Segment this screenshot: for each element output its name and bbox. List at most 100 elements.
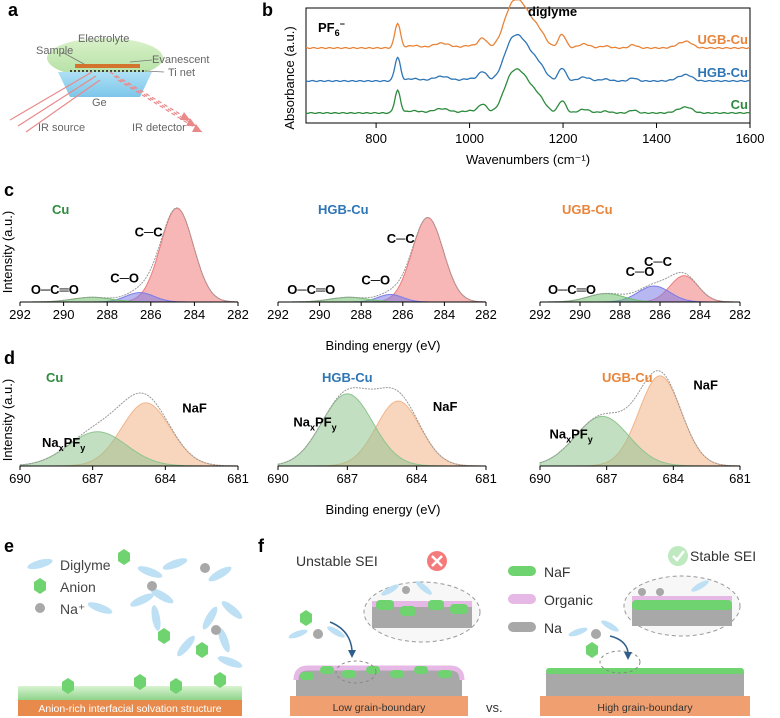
tick-282: 282 bbox=[475, 307, 497, 322]
c1s-subplot-hgb: 292 290 288 286 284 282 HGB-Cu C─C C─O O─C═O bbox=[267, 202, 497, 322]
solvation-caption: Anion-rich interfacial solvation structu… bbox=[38, 703, 221, 715]
ftir-plot-frame bbox=[305, 7, 751, 124]
panel-e-solvation: Anion-rich interfacial solvation structu… bbox=[18, 549, 243, 716]
ftir-tick-1400: 1400 bbox=[642, 131, 671, 146]
tick-286: 286 bbox=[140, 307, 162, 322]
xps-f1s: Intensity (a.u.) 690 687 684 681 Cu NaF NaxPFy… bbox=[0, 370, 751, 517]
c-ylabel: Intensity (a.u.) bbox=[0, 211, 15, 293]
ftir-tick-1000: 1000 bbox=[455, 131, 484, 146]
subplot-title: Cu bbox=[52, 202, 69, 217]
subplot-title: HGB-Cu bbox=[322, 370, 373, 385]
tick-290: 290 bbox=[53, 307, 75, 322]
panel-label-f: f bbox=[258, 536, 265, 556]
tick-286: 286 bbox=[392, 307, 414, 322]
tick-687: 687 bbox=[336, 471, 358, 486]
tick-282: 282 bbox=[729, 307, 751, 322]
tick-290: 290 bbox=[569, 307, 591, 322]
label-naxpfy: NaxPFy bbox=[549, 427, 592, 445]
ge-crystal bbox=[58, 72, 152, 97]
label-co: C─O bbox=[626, 264, 655, 279]
c-xlabel: Binding energy (eV) bbox=[326, 338, 441, 353]
ftir-tick-800: 800 bbox=[365, 131, 387, 146]
ftir-diglyme-annotation: diglyme bbox=[528, 4, 577, 19]
ftir-chart: Absorbance (a.u.) 800 1000 1200 1400 1600 PF… bbox=[282, 0, 764, 167]
xps-c1s: Intensity (a.u.) 292 290 288 286 284 282 Cu C─C… bbox=[0, 202, 751, 353]
label-ge: Ge bbox=[92, 97, 107, 109]
label-electrolyte: Electrolyte bbox=[78, 33, 129, 45]
low-grain-label: Low grain-boundary bbox=[333, 702, 427, 714]
legend-naf: NaF bbox=[508, 564, 570, 580]
label-naf: NaF bbox=[182, 400, 207, 415]
label-co: C─O bbox=[110, 271, 139, 286]
svg-text:Diglyme: Diglyme bbox=[60, 557, 111, 573]
panel-label-c: c bbox=[4, 180, 14, 200]
c1s-subplot-ugb: 292 290 288 286 284 282 UGB-Cu C─CC─O O─C═O bbox=[529, 202, 751, 322]
ftir-tick-1200: 1200 bbox=[549, 131, 578, 146]
substrate-bar bbox=[18, 700, 242, 716]
label-naxpfy: NaxPFy bbox=[42, 435, 85, 453]
label-oco: O─C═O bbox=[287, 282, 335, 297]
label-oco: O─C═O bbox=[31, 282, 79, 297]
tick-681: 681 bbox=[729, 471, 751, 486]
fit-envelope bbox=[20, 207, 237, 303]
high-grain-label: High grain-boundary bbox=[597, 702, 693, 714]
panel-label-d: d bbox=[4, 348, 15, 368]
svg-text:Na⁺: Na⁺ bbox=[60, 601, 85, 617]
tick-288: 288 bbox=[350, 307, 372, 322]
tick-284: 284 bbox=[434, 307, 456, 322]
tick-290: 290 bbox=[309, 307, 331, 322]
subplot-title: Cu bbox=[46, 370, 63, 385]
legend-anion: Anion bbox=[34, 578, 96, 595]
tick-687: 687 bbox=[596, 471, 618, 486]
solvent-molecules bbox=[87, 558, 243, 668]
tick-292: 292 bbox=[9, 307, 31, 322]
tick-684: 684 bbox=[662, 471, 684, 486]
label-naf: NaF bbox=[693, 377, 718, 392]
tick-292: 292 bbox=[529, 307, 551, 322]
tick-690: 690 bbox=[529, 471, 551, 486]
f1s-subplot-cu: 690 687 684 681 Cu NaF NaxPFy bbox=[9, 370, 249, 486]
svg-text:Organic: Organic bbox=[544, 592, 593, 608]
legend-cu: Cu bbox=[731, 97, 748, 112]
panel-label-b: b bbox=[262, 0, 273, 20]
legend-na-metal: Na bbox=[508, 620, 562, 636]
tick-286: 286 bbox=[649, 307, 671, 322]
panel-label-e: e bbox=[4, 536, 14, 556]
panel-a-schematic: Electrolyte Sample Evanescent Ti net Ge … bbox=[9, 33, 209, 134]
cross-icon bbox=[427, 551, 447, 571]
legend-diglyme: Diglyme bbox=[27, 557, 111, 573]
tick-681: 681 bbox=[227, 471, 249, 486]
check-icon bbox=[668, 546, 688, 566]
label-naf: NaF bbox=[433, 399, 458, 414]
legend-na: Na⁺ bbox=[35, 601, 85, 617]
anions bbox=[62, 549, 226, 694]
series-line-cu bbox=[305, 68, 751, 115]
unstable-sei-label: Unstable SEI bbox=[296, 553, 378, 569]
tick-292: 292 bbox=[267, 307, 289, 322]
label-oco: O─C═O bbox=[548, 282, 596, 297]
svg-text:NaF: NaF bbox=[544, 564, 570, 580]
panel-f-sei: Unstable SEI Stable SEI NaF Organic Na bbox=[288, 546, 756, 716]
label-cc: C─C bbox=[135, 224, 164, 239]
label-ir-detector: IR detector bbox=[132, 122, 186, 134]
tick-687: 687 bbox=[82, 471, 104, 486]
tick-690: 690 bbox=[9, 471, 31, 486]
tick-684: 684 bbox=[406, 471, 428, 486]
series-line-hgb bbox=[305, 34, 751, 83]
na-ions bbox=[147, 563, 221, 635]
stable-sei-label: Stable SEI bbox=[690, 548, 756, 564]
subplot-title: UGB-Cu bbox=[602, 370, 653, 385]
svg-text:Anion: Anion bbox=[60, 579, 96, 595]
ftir-ylabel: Absorbance (a.u.) bbox=[282, 26, 297, 129]
fit-envelope bbox=[277, 387, 486, 467]
tick-284: 284 bbox=[689, 307, 711, 322]
panel-label-a: a bbox=[8, 0, 19, 20]
ir-beams bbox=[9, 71, 203, 133]
series-line-ugb bbox=[305, 0, 751, 50]
fit-envelope bbox=[19, 392, 239, 467]
tick-684: 684 bbox=[154, 471, 176, 486]
label-sample: Sample bbox=[36, 45, 73, 57]
label-cc: C─C bbox=[387, 231, 416, 246]
label-ti-net: Ti net bbox=[168, 67, 195, 79]
legend-hgb: HGB-Cu bbox=[697, 65, 748, 80]
